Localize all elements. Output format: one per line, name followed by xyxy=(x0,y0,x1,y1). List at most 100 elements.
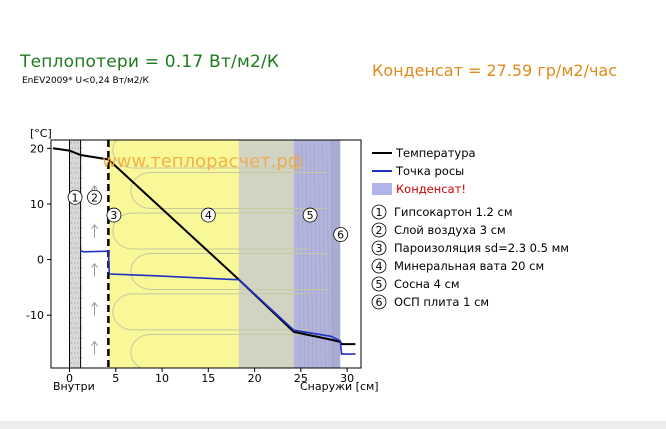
gypsum-dot xyxy=(77,172,79,174)
gypsum-dot xyxy=(71,152,73,154)
gypsum-dot xyxy=(74,292,76,294)
x-axis-label: Снаружи [см] xyxy=(300,380,379,393)
layer-labels: 1 23 4 5 6 xyxy=(67,189,349,242)
gypsum-dot xyxy=(78,187,80,189)
gypsum-dot xyxy=(78,147,80,149)
gypsum-dot xyxy=(77,352,79,354)
series-lines xyxy=(52,147,356,355)
layer-fill-2 xyxy=(80,140,109,368)
gypsum-dot xyxy=(74,302,76,304)
gypsum-dot xyxy=(71,312,73,314)
layer-number-5: 5 xyxy=(307,209,314,222)
gypsum-dot xyxy=(75,307,77,309)
gypsum-dot xyxy=(71,342,73,344)
gypsum-dot xyxy=(75,227,77,229)
gypsum-dot xyxy=(74,282,76,284)
gypsum-dot xyxy=(78,157,80,159)
gypsum-dot xyxy=(77,292,79,294)
gypsum-dot xyxy=(75,167,77,169)
gypsum-dot xyxy=(75,207,77,209)
layer-legend-label: Минеральная вата 20 см xyxy=(394,259,544,273)
layer-legend-label: Слой воздуха 3 см xyxy=(394,223,506,237)
gypsum-dot xyxy=(78,207,80,209)
y-ticks: 20 10 0 -10 xyxy=(26,142,51,322)
gypsum-dot xyxy=(72,267,74,269)
gypsum-dot xyxy=(75,337,77,339)
gypsum-dot xyxy=(74,332,76,334)
gypsum-dot xyxy=(75,177,77,179)
legend-swatch xyxy=(372,183,392,195)
layer-number-circle xyxy=(106,207,122,223)
gypsum-dot xyxy=(72,307,74,309)
insulation-pattern xyxy=(112,140,327,368)
layer-number-circle xyxy=(67,189,83,205)
gypsum-dot xyxy=(74,362,76,364)
gypsum-dot xyxy=(72,187,74,189)
gypsum-dot xyxy=(78,327,80,329)
gypsum-dot xyxy=(81,177,83,179)
gypsum-dot xyxy=(81,337,83,339)
gypsum-dot xyxy=(77,142,79,144)
gypsum-dot xyxy=(71,362,73,364)
x-tick-label: 0 xyxy=(66,372,73,385)
gypsum-dot xyxy=(81,187,83,189)
gypsum-dot xyxy=(75,257,77,259)
wool-loop xyxy=(112,212,309,250)
gypsum-dot xyxy=(78,337,80,339)
gypsum-dot xyxy=(81,347,83,349)
gypsum-dot xyxy=(77,262,79,264)
gypsum-dot xyxy=(72,337,74,339)
gypsum-dot xyxy=(71,212,73,214)
gypsum-dot xyxy=(74,242,76,244)
gypsum-dot xyxy=(78,217,80,219)
gypsum-dot xyxy=(74,232,76,234)
gypsum-dot xyxy=(75,317,77,319)
gypsum-dot xyxy=(78,237,80,239)
dew-point-line xyxy=(80,249,356,355)
gypsum-dot xyxy=(81,157,83,159)
gypsum-dot xyxy=(75,297,77,299)
gypsum-dot xyxy=(74,172,76,174)
layer-legend-number: 4 xyxy=(376,260,383,273)
air-arrow-head xyxy=(91,340,98,346)
wool-loop xyxy=(130,171,327,209)
gypsum-dot xyxy=(81,257,83,259)
gypsum-dot xyxy=(81,327,83,329)
gypsum-dot xyxy=(78,307,80,309)
gypsum-dot xyxy=(71,322,73,324)
x-tick-label: 20 xyxy=(248,372,262,385)
gypsum-dot xyxy=(74,352,76,354)
gypsum-dot xyxy=(78,247,80,249)
gypsum-dot xyxy=(81,267,83,269)
layer-legend-circle xyxy=(371,240,387,256)
watermark: www.теплорасчет.рф xyxy=(102,151,303,172)
layer-legend-label: Сосна 4 см xyxy=(394,277,460,291)
gypsum-dot xyxy=(77,312,79,314)
gypsum-dot xyxy=(75,217,77,219)
legend-label: Точка росы xyxy=(395,164,464,178)
gypsum-dot xyxy=(81,307,83,309)
layer-number-2: 2 xyxy=(91,191,98,204)
bottom-strip xyxy=(0,421,666,429)
gypsum-dot xyxy=(77,342,79,344)
gypsum-dot xyxy=(71,172,73,174)
y-tick-label: 10 xyxy=(30,198,44,211)
gypsum-dot xyxy=(77,332,79,334)
layer-legend-circle xyxy=(371,222,387,238)
gypsum-dot xyxy=(77,322,79,324)
layer-number-circle xyxy=(302,207,318,223)
gypsum-dot xyxy=(78,297,80,299)
air-arrow-head xyxy=(91,223,98,230)
condensate-zone xyxy=(238,140,341,368)
gypsum-dot xyxy=(81,297,83,299)
gypsum-dot xyxy=(74,162,76,164)
y-tick-label: -10 xyxy=(26,309,44,322)
air-arrow-head xyxy=(91,262,98,268)
x-ticks: 0 5 10 15 20 25 30 xyxy=(66,368,354,385)
x-axis-left-label: Внутри xyxy=(53,380,95,393)
gypsum-dot xyxy=(72,297,74,299)
gypsum-dot xyxy=(78,267,80,269)
x-tick-label: 30 xyxy=(340,372,354,385)
gypsum-dot xyxy=(72,357,74,359)
gypsum-dot xyxy=(74,342,76,344)
